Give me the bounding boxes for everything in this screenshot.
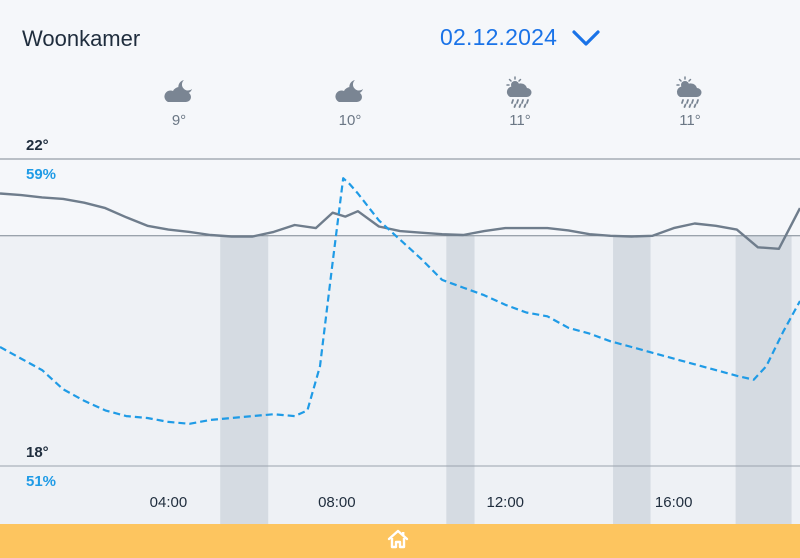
humidity-min-label: 51% bbox=[26, 473, 56, 490]
weather-slot-4: 11° bbox=[660, 76, 720, 129]
footer-bar bbox=[0, 524, 800, 558]
shaded-period bbox=[735, 235, 792, 524]
sun-rain-icon bbox=[506, 76, 532, 108]
chevron-down-icon bbox=[572, 29, 600, 46]
header: Woonkamer 02.12.2024 bbox=[0, 0, 800, 75]
weather-temp: 11° bbox=[679, 112, 701, 129]
date-label: 02.12.2024 bbox=[440, 24, 558, 50]
x-tick-label: 16:00 bbox=[655, 494, 693, 511]
weather-slot-2: 10° bbox=[320, 76, 380, 129]
home-button[interactable] bbox=[387, 528, 413, 554]
weather-temp: 9° bbox=[171, 112, 187, 129]
x-tick-label: 08:00 bbox=[318, 494, 356, 511]
sun-rain-icon bbox=[676, 76, 702, 108]
x-tick-label: 12:00 bbox=[486, 494, 524, 511]
weather-slot-3: 11° bbox=[490, 76, 550, 129]
temp-min-label: 18° bbox=[26, 444, 49, 461]
room-title: Woonkamer bbox=[22, 26, 141, 51]
humidity-max-label: 59% bbox=[26, 166, 56, 183]
date-selector[interactable]: 02.12.2024 bbox=[440, 24, 601, 51]
weather-slot-1: 9° bbox=[149, 76, 209, 129]
humidity-series-line bbox=[0, 177, 800, 425]
weather-temp: 11° bbox=[509, 112, 531, 129]
shaded-period bbox=[220, 235, 269, 524]
x-tick-label: 04:00 bbox=[150, 494, 188, 511]
climate-chart[interactable]: 22° 59% 18° 51% 04:00 08:00 12:00 16:00 bbox=[0, 0, 800, 524]
night-cloudy-icon bbox=[335, 80, 363, 102]
home-icon bbox=[387, 529, 409, 549]
shaded-period bbox=[446, 235, 475, 524]
temp-max-label: 22° bbox=[26, 137, 49, 154]
weather-temp: 10° bbox=[338, 112, 362, 129]
shaded-period bbox=[613, 235, 651, 524]
night-cloudy-icon bbox=[164, 80, 192, 102]
lower-zone bbox=[0, 235, 800, 524]
